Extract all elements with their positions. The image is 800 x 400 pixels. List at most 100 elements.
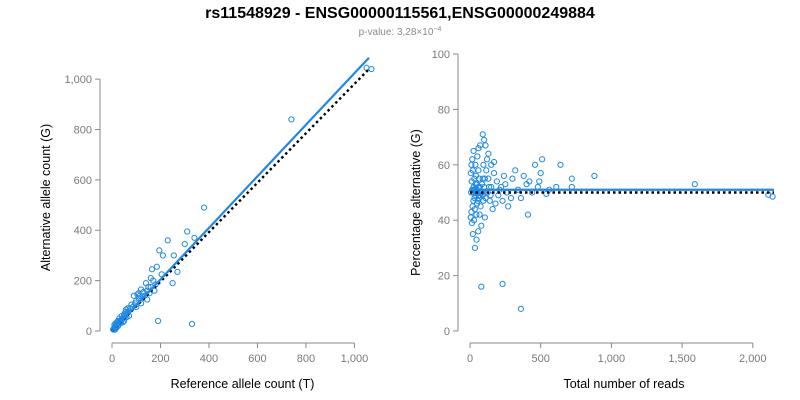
- data-point: [500, 172, 508, 179]
- data-point: [467, 214, 474, 221]
- data-point: [142, 280, 150, 287]
- y-tick-label: 0: [444, 326, 450, 338]
- data-point: [487, 192, 494, 199]
- y-tick-label: 60: [438, 160, 450, 172]
- subtitle-exponent: −4: [433, 26, 441, 33]
- data-point: [148, 266, 156, 273]
- x-tick-label: 0: [109, 353, 115, 365]
- data-point: [288, 116, 295, 123]
- data-point: [531, 161, 539, 168]
- data-point: [478, 222, 485, 229]
- data-point: [539, 156, 546, 163]
- data-point: [475, 167, 482, 174]
- data-point: [476, 192, 483, 199]
- data-point: [473, 211, 480, 218]
- y-tick-label: 100: [432, 49, 450, 61]
- data-point: [505, 203, 512, 210]
- data-point: [156, 247, 163, 254]
- data-point: [481, 214, 488, 221]
- data-point: [150, 277, 157, 284]
- y-tick-label: 40: [438, 215, 450, 227]
- data-point: [476, 175, 483, 182]
- data-point: [468, 219, 476, 227]
- data-point: [483, 156, 491, 163]
- data-point: [169, 280, 176, 287]
- data-point: [170, 252, 177, 259]
- data-point: [471, 244, 479, 251]
- data-point: [536, 178, 543, 185]
- data-point: [188, 320, 196, 328]
- x-tick-label: 800: [297, 353, 315, 365]
- data-point: [489, 206, 496, 213]
- data-point: [153, 263, 160, 270]
- data-point: [473, 236, 480, 243]
- y-tick-label: 600: [74, 175, 92, 187]
- y-tick-label: 20: [438, 271, 450, 283]
- y-axis-title: Alternative allele count (G): [39, 124, 53, 271]
- data-point: [485, 150, 492, 157]
- data-point: [477, 203, 484, 210]
- data-point: [469, 203, 476, 210]
- x-axis-title: Total number of reads: [564, 377, 685, 391]
- data-point: [479, 131, 486, 138]
- data-point: [512, 167, 519, 174]
- x-tick-label: 500: [532, 353, 550, 365]
- data-point: [502, 181, 509, 188]
- subtitle-text: p-value: 3,28×10: [359, 27, 434, 38]
- y-tick-label: 80: [438, 104, 450, 116]
- data-point: [499, 197, 506, 204]
- x-tick-label: 0: [467, 353, 473, 365]
- data-point: [490, 170, 498, 177]
- x-axis-title: Reference allele count (T): [171, 377, 315, 391]
- x-tick-label: 200: [151, 353, 169, 365]
- x-tick-label: 1,000: [341, 353, 369, 365]
- data-point: [159, 252, 167, 259]
- data-point: [474, 153, 481, 160]
- data-point: [492, 200, 499, 207]
- data-point: [543, 190, 550, 197]
- data-point: [520, 172, 527, 179]
- data-point: [467, 170, 474, 177]
- data-point: [122, 306, 130, 313]
- data-point: [468, 161, 475, 168]
- data-point: [480, 161, 487, 168]
- data-point: [154, 317, 162, 325]
- y-axis-title: Percentage alternative (G): [409, 129, 423, 276]
- data-point: [517, 194, 525, 202]
- y-tick-label: 200: [74, 276, 92, 288]
- data-point: [478, 283, 485, 290]
- data-point: [591, 172, 598, 179]
- panel-percentage-vs-total: 0 20 40 60 80 100 0 500 1,000 1,500 2,000 Total num…: [409, 49, 776, 391]
- y-tick-label: 0: [86, 326, 92, 338]
- data-point: [130, 292, 137, 299]
- fit-line: [111, 56, 370, 332]
- data-point: [490, 158, 498, 166]
- chart-title: rs11548929 - ENSG00000115561,ENSG0000024…: [205, 5, 595, 22]
- data-point: [184, 228, 191, 235]
- data-point: [368, 65, 375, 73]
- data-point: [134, 291, 141, 298]
- data-point: [472, 161, 479, 168]
- data-point: [481, 136, 488, 143]
- x-tick-label: 1,500: [668, 353, 696, 365]
- data-point: [191, 234, 198, 241]
- data-point: [568, 175, 575, 182]
- data-point: [164, 237, 171, 244]
- data-point: [475, 145, 482, 152]
- data-point: [557, 161, 564, 168]
- data-point: [507, 194, 515, 202]
- data-point: [470, 147, 477, 155]
- data-point: [144, 296, 151, 303]
- data-point: [493, 178, 500, 185]
- x-tick-label: 1,000: [598, 353, 626, 365]
- data-point: [469, 156, 476, 163]
- data-point: [482, 142, 489, 149]
- y-tick-label: 800: [74, 124, 92, 136]
- x-tick-label: 2,000: [739, 353, 767, 365]
- data-point: [483, 167, 490, 174]
- reference-line: [111, 68, 370, 332]
- data-point: [201, 204, 208, 211]
- panel-reference-vs-alternative: 0 200 400 600 800 1,000 0 200 400 600 800 1,000 Refe…: [39, 56, 375, 391]
- data-point: [537, 170, 544, 177]
